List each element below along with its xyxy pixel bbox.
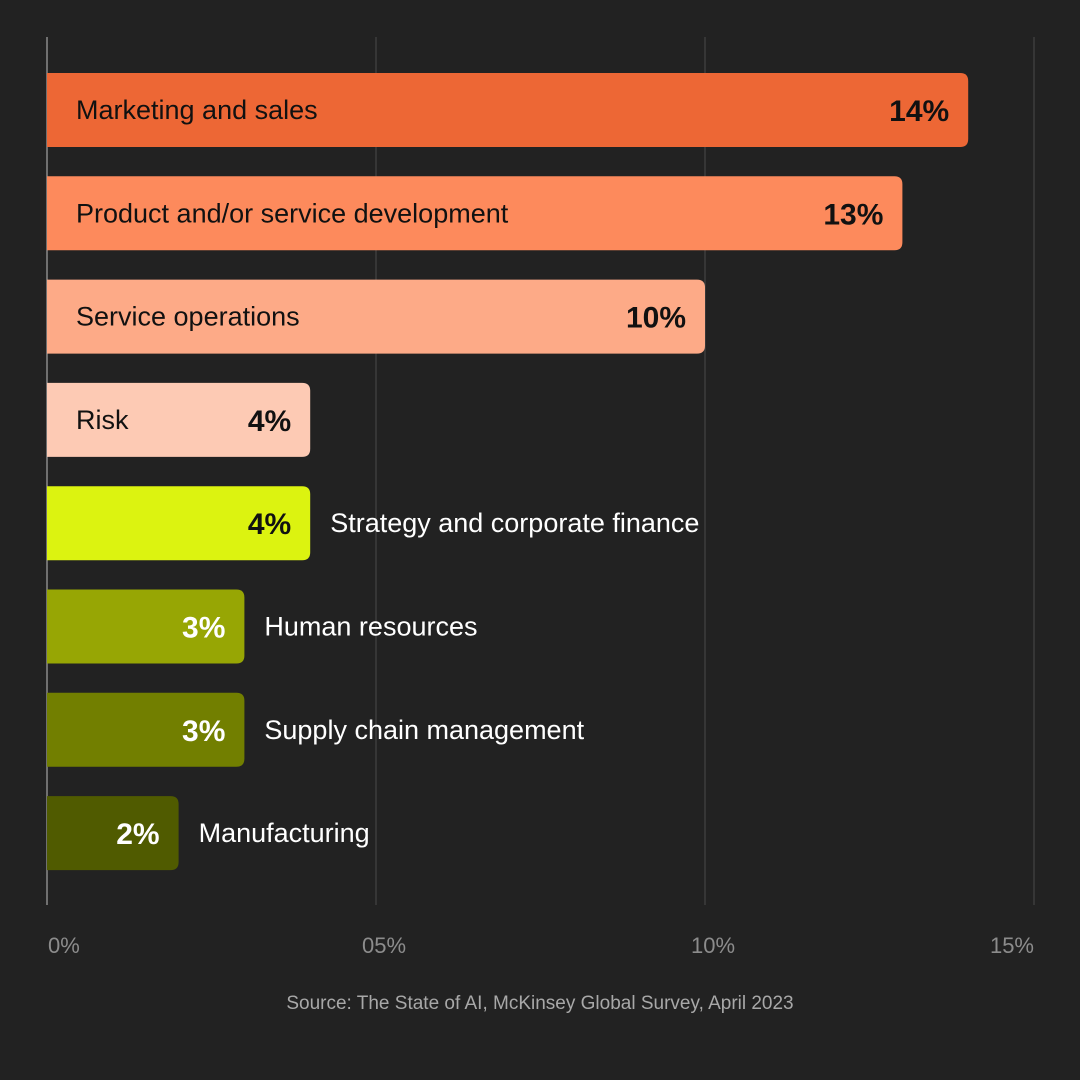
bar — [47, 176, 903, 251]
bar-category-label: Risk — [76, 405, 129, 435]
bar-category-label: Strategy and corporate finance — [330, 508, 699, 538]
bar-category-label: Manufacturing — [199, 818, 370, 848]
bar-group: 14% Marketing and sales — [47, 73, 969, 147]
bar-group: 4% Risk — [47, 382, 311, 457]
bar-value-label: 4% — [248, 405, 291, 438]
bar-group: 10% Service operations — [47, 279, 705, 354]
bar-value-label: 3% — [182, 612, 225, 645]
bar-value-label: 4% — [248, 508, 291, 541]
bar-group: 4% Strategy and corporate finance — [47, 486, 699, 561]
x-tick-label: 05% — [362, 933, 406, 958]
bar-category-label: Marketing and sales — [76, 95, 318, 125]
bar-category-label: Supply chain management — [264, 715, 584, 745]
bar-category-label: Service operations — [76, 302, 300, 332]
bar-group: 3% Human resources — [47, 589, 477, 664]
bar-category-label: Product and/or service development — [76, 198, 509, 228]
x-axis-ticks: 0% 05% 10% 15% — [48, 933, 1034, 958]
bar — [47, 382, 311, 457]
bar-value-label: 13% — [823, 198, 883, 231]
x-tick-label: 15% — [990, 933, 1034, 958]
bar — [47, 796, 179, 871]
bar-value-label: 3% — [182, 715, 225, 748]
grid-layer — [46, 37, 1035, 905]
bar-value-label: 14% — [889, 95, 949, 128]
bar — [47, 692, 245, 767]
bar-value-label: 10% — [626, 302, 686, 335]
bar — [47, 486, 311, 561]
bar-group: 13% Product and/or service development — [47, 176, 903, 251]
bar-category-label: Human resources — [264, 612, 477, 642]
bar-group: 2% Manufacturing — [47, 796, 370, 871]
bar — [47, 73, 969, 147]
bar — [47, 279, 705, 354]
bar — [47, 589, 245, 664]
x-tick-label: 0% — [48, 933, 80, 958]
bar-value-label: 2% — [116, 818, 159, 851]
source-note: Source: The State of AI, McKinsey Global… — [286, 993, 793, 1014]
bar-layer: 14% Marketing and sales 13% Product and/or … — [47, 73, 969, 871]
bar-group: 3% Supply chain management — [47, 692, 585, 767]
x-tick-label: 10% — [691, 933, 735, 958]
